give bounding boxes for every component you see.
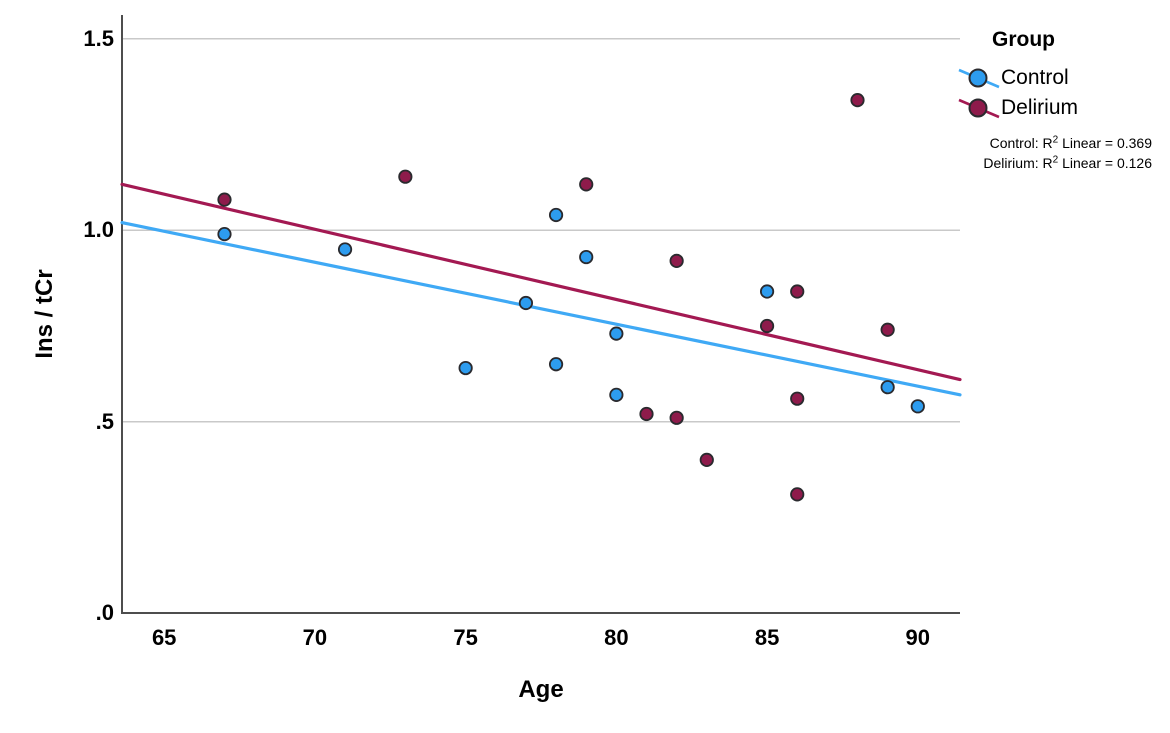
- point-control: [910, 399, 925, 414]
- x-tick-label-75: 75: [453, 625, 478, 650]
- point-control: [759, 284, 775, 299]
- y-axis-title: Ins / tCr: [31, 269, 58, 359]
- point-control: [337, 242, 353, 257]
- legend-title: Group: [992, 28, 1055, 51]
- point-delirium: [790, 391, 805, 406]
- x-axis-title: Age: [518, 676, 564, 703]
- point-control: [458, 360, 473, 376]
- legend-marker-delirium: [958, 98, 1000, 119]
- point-delirium: [398, 169, 413, 184]
- point-control: [609, 326, 624, 341]
- legend-label-delirium: Delirium: [1001, 96, 1079, 119]
- x-tick-label-85: 85: [754, 625, 780, 650]
- y-tick-label-1.5: 1.5: [83, 25, 114, 51]
- point-control: [518, 295, 534, 311]
- point-delirium: [669, 253, 684, 268]
- point-delirium: [850, 93, 865, 108]
- point-delirium: [759, 318, 775, 334]
- point-delirium: [669, 410, 684, 425]
- r2-annotation-delirium: Delirium: R2 Linear = 0.126: [983, 154, 1152, 171]
- y-tick-label-1.0: 1.0: [83, 217, 114, 243]
- legend-marker-control: [958, 68, 1000, 89]
- point-control: [579, 249, 594, 265]
- x-tick-label-80: 80: [604, 625, 629, 650]
- trend-line-control: [120, 221, 962, 397]
- point-delirium: [790, 284, 805, 299]
- point-delirium: [880, 322, 895, 337]
- point-delirium: [579, 177, 594, 192]
- point-control: [880, 380, 895, 395]
- point-delirium: [639, 406, 654, 422]
- point-delirium: [217, 192, 232, 207]
- y-tick-label-.5: .5: [95, 408, 114, 434]
- point-control: [609, 387, 624, 402]
- point-control: [548, 207, 564, 223]
- point-control: [217, 227, 232, 242]
- r2-annotation: Control: R2 Linear = 0.369 Delirium: R2 …: [983, 133, 1152, 173]
- y-tick-label-.0: .0: [95, 600, 114, 625]
- legend-label-control: Control: [1001, 66, 1069, 89]
- x-tick-label-90: 90: [905, 625, 931, 650]
- x-tick-label-70: 70: [302, 625, 328, 650]
- trend-line-delirium: [120, 182, 962, 382]
- point-control: [548, 357, 564, 372]
- point-delirium: [699, 452, 714, 468]
- r2-annotation-control: Control: R2 Linear = 0.369: [989, 134, 1152, 151]
- x-tick-label-65: 65: [151, 625, 177, 650]
- point-delirium: [790, 487, 805, 502]
